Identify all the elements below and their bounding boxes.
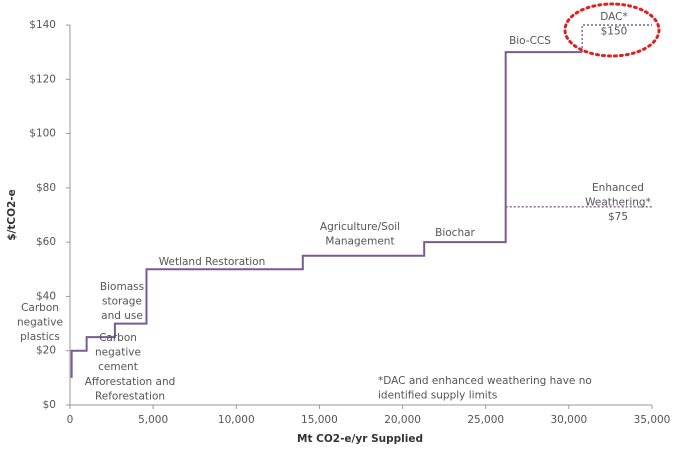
annotation: Afforestation and [85, 376, 176, 388]
annotation: Biomass [100, 281, 144, 293]
y-tick-label: $0 [43, 399, 56, 411]
annotation: Carbon [21, 302, 59, 314]
y-tick-label: $20 [36, 345, 56, 357]
annotation: Carbon [99, 332, 137, 344]
step-line [70, 51, 583, 378]
annotation: and use [101, 310, 143, 322]
y-tick-label: $120 [29, 73, 56, 85]
annotation: $150 [601, 26, 628, 38]
annotation: cement [98, 361, 138, 373]
step-line [581, 24, 652, 53]
annotation: plastics [20, 331, 60, 343]
annotation: Biochar [435, 227, 475, 239]
x-tick-label: 10,000 [218, 414, 255, 426]
annotation: $75 [608, 211, 628, 223]
x-tick-label: 15,000 [301, 414, 338, 426]
x-tick-label: 20,000 [384, 414, 421, 426]
y-tick-label: $60 [36, 236, 56, 248]
annotation: Bio-CCS [509, 35, 551, 47]
annotation: DAC* [600, 11, 627, 23]
annotation: Wetland Restoration [159, 256, 266, 268]
annotation: Enhanced [592, 182, 644, 194]
x-tick-label: 0 [67, 414, 74, 426]
annotation: storage [102, 296, 142, 308]
annotation: negative [17, 317, 63, 329]
y-tick-label: $100 [29, 128, 56, 140]
x-tick-label: 5,000 [138, 414, 168, 426]
y-tick-label: $40 [36, 290, 56, 302]
annotation: Weathering* [585, 197, 651, 209]
y-tick-label: $140 [29, 19, 56, 31]
highlight-circle [563, 2, 661, 58]
annotation: identified supply limits [378, 390, 497, 402]
annotation: negative [95, 347, 141, 359]
x-tick-label: 25,000 [467, 414, 504, 426]
annotation: Reforestation [95, 391, 165, 403]
x-axis-title: Mt CO2-e/yr Supplied [297, 433, 423, 445]
y-axis-title: $/tCO2-e [6, 189, 18, 241]
x-tick-label: 30,000 [550, 414, 587, 426]
annotation: *DAC and enhanced weathering have no [378, 375, 592, 387]
x-tick-label: 35,000 [634, 414, 671, 426]
annotation: Agriculture/Soil [320, 221, 400, 233]
annotation: Management [325, 236, 394, 248]
y-tick-label: $80 [36, 182, 56, 194]
